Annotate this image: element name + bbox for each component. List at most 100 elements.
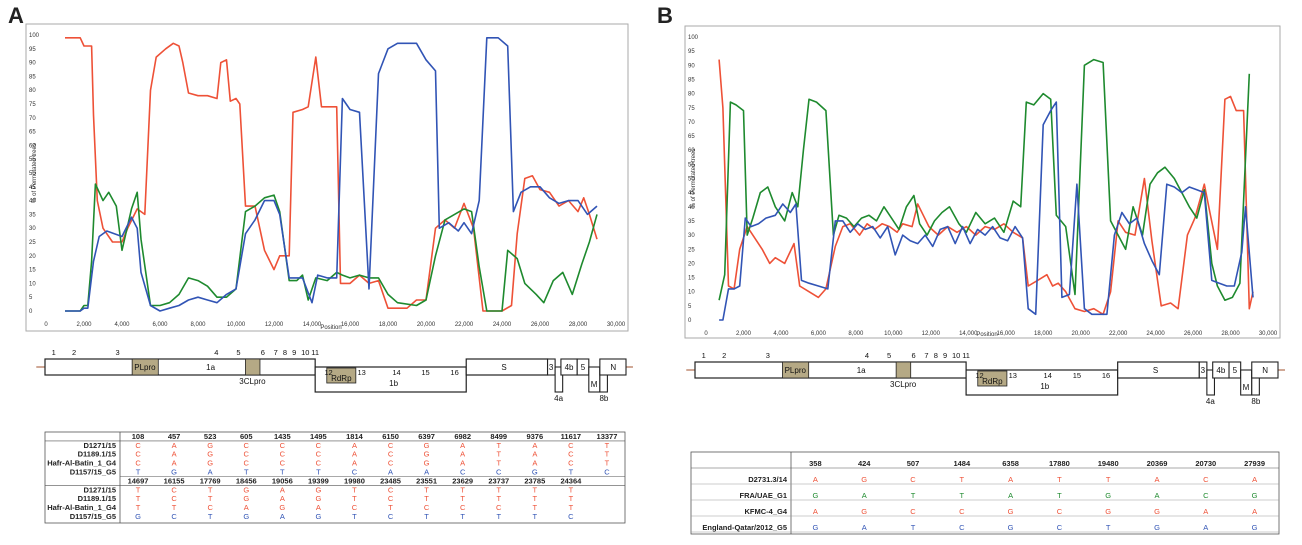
base-cell: C: [568, 441, 574, 450]
y-tick-label: 90: [29, 61, 36, 67]
genome-number: 16: [450, 368, 458, 377]
base-cell: G: [171, 468, 177, 477]
y-tick-label: 65: [688, 134, 695, 140]
chart-frame: [25, 23, 629, 332]
x-tick-label: 26,000: [531, 322, 550, 328]
genome-number: 11: [311, 348, 319, 357]
genome-number: 5: [236, 348, 240, 357]
y-tick-label: 25: [688, 247, 695, 253]
position-header: 20730: [1195, 459, 1216, 468]
strain-name: FRA/UAE_G1: [739, 491, 787, 500]
position-header: 1435: [274, 432, 291, 441]
plpro-domain: [131, 358, 159, 376]
x-tick-label: 4,000: [773, 331, 789, 337]
base-cell: C: [460, 468, 466, 477]
base-cell: G: [207, 450, 213, 459]
base-cell: C: [568, 450, 574, 459]
orf8b-label: 8b: [1251, 397, 1260, 406]
series-line-red: [65, 36, 598, 312]
base-cell: T: [280, 468, 285, 477]
position-header: 27939: [1244, 459, 1265, 468]
base-cell: A: [172, 441, 177, 450]
position-header: 1495: [310, 432, 327, 441]
base-cell: C: [207, 503, 213, 512]
s-gene-box: [465, 358, 549, 376]
y-tick-label: 25: [29, 240, 36, 246]
base-cell: T: [460, 485, 465, 494]
base-cell: G: [1105, 507, 1111, 516]
x-tick-label: 16,000: [341, 322, 360, 328]
base-cell: G: [279, 503, 285, 512]
orf4b-label: 4b: [1216, 366, 1225, 375]
position-header: 424: [858, 459, 871, 468]
base-cell: C: [388, 459, 394, 468]
figure-panel-svg: B051015202530354045505560657075808590951…: [657, 3, 1285, 535]
orf1b-label: 1b: [389, 379, 398, 388]
base-cell: T: [424, 485, 429, 494]
position-header: 23485: [380, 476, 401, 485]
base-cell: A: [532, 459, 537, 468]
base-cell: A: [460, 441, 465, 450]
position-header: 6358: [1002, 459, 1019, 468]
base-cell: T: [605, 441, 610, 450]
y-tick-label: 10: [688, 290, 695, 296]
genome-number: 10: [301, 348, 309, 357]
orf5-label: 5: [1233, 366, 1238, 375]
y-tick-label: 35: [688, 219, 695, 225]
base-cell: A: [813, 475, 818, 484]
y-tick-label: 75: [688, 106, 695, 112]
position-header: 19980: [344, 476, 365, 485]
y-tick-label: 45: [29, 185, 36, 191]
base-cell: G: [532, 468, 538, 477]
base-cell: A: [352, 441, 357, 450]
n-gene-box: [599, 358, 627, 376]
base-cell: T: [352, 512, 357, 521]
y-axis-label: % of Permutated trees: [32, 143, 38, 203]
y-tick-label: 95: [688, 49, 695, 55]
y-tick-label: 100: [29, 33, 40, 39]
base-cell: T: [388, 503, 393, 512]
base-cell: T: [1057, 475, 1062, 484]
base-cell: C: [280, 450, 286, 459]
series-line-blue: [719, 101, 1254, 321]
position-header: 16155: [164, 476, 185, 485]
y-tick-label: 50: [688, 177, 695, 183]
base-cell: C: [496, 468, 502, 477]
snp-table: 358 424 507 1484 6358 17880 19480 20369 20730 279…: [690, 451, 1280, 535]
base-cell: C: [244, 450, 250, 459]
base-cell: C: [352, 468, 358, 477]
base-cell: G: [1008, 507, 1014, 516]
y-tick-label: 35: [29, 212, 36, 218]
base-cell: G: [861, 475, 867, 484]
genome-number: 7: [924, 351, 928, 360]
position-header: 23551: [416, 476, 437, 485]
base-cell: C: [424, 503, 430, 512]
figure-panel-svg: A051015202530354045505560657075808590951…: [8, 3, 633, 524]
base-cell: A: [1252, 475, 1257, 484]
genome-number: 7: [274, 348, 278, 357]
base-cell: C: [496, 503, 502, 512]
base-cell: T: [605, 459, 610, 468]
n-gene-box: [1251, 361, 1279, 379]
series-line-green: [718, 58, 1251, 302]
genome-number: 4: [214, 348, 218, 357]
base-cell: C: [388, 485, 394, 494]
base-cell: G: [424, 459, 430, 468]
base-cell: T: [316, 468, 321, 477]
x-tick-label: 22,000: [1109, 331, 1128, 337]
base-cell: G: [1252, 523, 1258, 532]
base-cell: C: [1203, 491, 1209, 500]
x-tick-label: 10,000: [227, 322, 246, 328]
base-cell: A: [424, 468, 429, 477]
base-cell: C: [244, 459, 250, 468]
x-tick-label: 0: [44, 322, 48, 328]
y-tick-label: 15: [688, 276, 695, 282]
base-cell: G: [1154, 523, 1160, 532]
position-header: 17769: [200, 476, 221, 485]
position-header: 18456: [236, 476, 257, 485]
base-cell: T: [136, 468, 141, 477]
y-tick-label: 95: [29, 47, 36, 53]
x-tick-label: 10,000: [884, 331, 903, 337]
base-cell: A: [172, 459, 177, 468]
